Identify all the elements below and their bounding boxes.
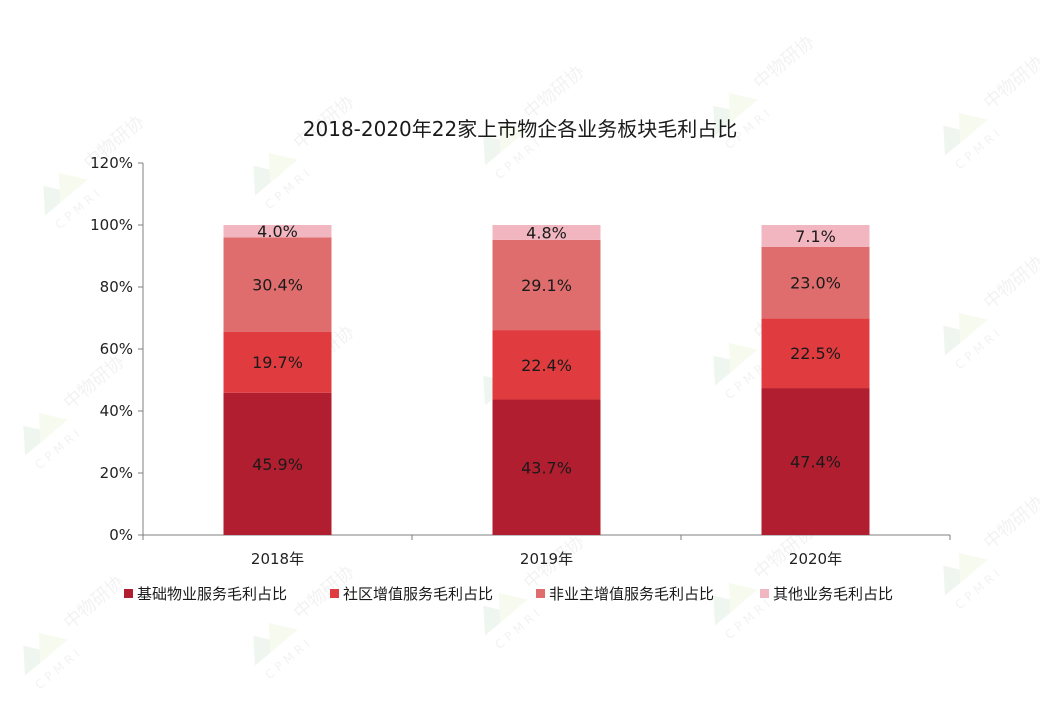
y-tick-label: 20% bbox=[100, 464, 133, 482]
watermark-logo-icon bbox=[483, 605, 513, 636]
bars bbox=[223, 225, 870, 535]
data-label: 4.8% bbox=[526, 223, 567, 242]
legend-swatch bbox=[536, 589, 545, 598]
legend-item: 非业主增值服务毛利占比 bbox=[536, 585, 714, 603]
watermark-logo-icon bbox=[943, 565, 973, 596]
watermark-logo-icon bbox=[958, 552, 988, 583]
legend-swatch bbox=[330, 589, 339, 598]
bar-segment bbox=[761, 247, 870, 319]
legend-label: 其他业务毛利占比 bbox=[773, 585, 893, 603]
bar-segment bbox=[223, 225, 332, 238]
y-tick-label: 100% bbox=[90, 216, 133, 234]
legend-item: 其他业务毛利占比 bbox=[760, 585, 893, 603]
data-label: 22.5% bbox=[790, 344, 841, 363]
legend-item: 基础物业服务毛利占比 bbox=[124, 585, 287, 603]
watermark-text: 中物研协 bbox=[60, 571, 129, 633]
data-label: 4.0% bbox=[257, 222, 298, 241]
watermark-logo-icon bbox=[958, 312, 988, 343]
watermark-logo-icon bbox=[38, 412, 68, 443]
watermark-text: 中物研协 bbox=[750, 31, 819, 93]
watermark-logo-icon bbox=[43, 185, 73, 216]
x-tick-label: 2019年 bbox=[520, 550, 573, 568]
legend-label: 社区增值服务毛利占比 bbox=[343, 585, 493, 603]
legend-swatch bbox=[760, 589, 769, 598]
legend-label: 基础物业服务毛利占比 bbox=[137, 585, 287, 603]
chart-title: 2018-2020年22家上市物企各业务板块毛利占比 bbox=[303, 117, 737, 141]
watermark-logo-icon bbox=[728, 342, 758, 373]
data-label: 43.7% bbox=[521, 458, 572, 477]
data-label: 30.4% bbox=[252, 276, 303, 295]
data-label: 29.1% bbox=[521, 276, 572, 295]
watermark-logo-icon bbox=[498, 592, 528, 623]
watermark-logo-icon bbox=[253, 165, 283, 196]
data-label: 7.1% bbox=[795, 227, 836, 246]
data-label: 45.9% bbox=[252, 455, 303, 474]
data-label: 47.4% bbox=[790, 453, 841, 472]
y-tick-label: 80% bbox=[100, 278, 133, 296]
bar-segment bbox=[223, 237, 332, 332]
bar-segment bbox=[492, 225, 601, 240]
watermark-logo-icon bbox=[958, 112, 988, 143]
watermark-logo-icon bbox=[253, 635, 283, 666]
data-label: 23.0% bbox=[790, 274, 841, 293]
watermark-logo-icon bbox=[713, 355, 743, 386]
bar-segment bbox=[761, 318, 870, 389]
watermark-logo-icon bbox=[943, 125, 973, 156]
watermark-text: 中物研协 bbox=[520, 61, 589, 123]
watermark-logo-icon bbox=[498, 122, 528, 153]
y-tick-label: 40% bbox=[100, 402, 133, 420]
bar-segment bbox=[492, 239, 601, 331]
watermark-logo-icon bbox=[58, 172, 88, 203]
data-labels: 45.9% 19.7% 30.4% 4.0% 43.7% 22.4% 29.1% 4.8% 47… bbox=[252, 222, 841, 477]
watermark-logo-icon bbox=[943, 325, 973, 356]
watermark-logo-icon bbox=[713, 105, 743, 136]
legend-label: 非业主增值服务毛利占比 bbox=[549, 585, 714, 603]
watermark-text: 中物研协 bbox=[980, 51, 1040, 113]
watermark-logo-icon bbox=[268, 622, 298, 653]
watermark-logo-icon bbox=[483, 135, 513, 166]
watermark-logo-icon bbox=[23, 425, 53, 456]
watermark-text: 中物研协 bbox=[980, 491, 1040, 553]
legend-item: 社区增值服务毛利占比 bbox=[330, 585, 493, 603]
watermark-logo-icon bbox=[728, 582, 758, 613]
x-tick-label: 2018年 bbox=[251, 550, 304, 568]
watermark-logo-icon bbox=[713, 595, 743, 626]
x-tick-label: 2020年 bbox=[789, 550, 842, 568]
y-tick-label: 0% bbox=[109, 526, 133, 544]
data-label: 22.4% bbox=[521, 356, 572, 375]
bar-segment bbox=[492, 399, 601, 535]
watermark-logo-icon bbox=[728, 92, 758, 123]
legend-swatch bbox=[124, 589, 133, 598]
y-tick-label: 120% bbox=[90, 154, 133, 172]
watermark-logo-icon bbox=[38, 632, 68, 663]
bar-segment bbox=[761, 388, 870, 535]
watermark-logo-icon bbox=[23, 645, 53, 676]
bar-segment bbox=[492, 330, 601, 400]
bar-segment bbox=[223, 331, 332, 393]
bar-segment bbox=[223, 392, 332, 535]
bar-segment bbox=[761, 225, 870, 248]
watermark-text: 中物研协 bbox=[980, 251, 1040, 313]
y-tick-label: 60% bbox=[100, 340, 133, 358]
watermark-logo-icon bbox=[268, 152, 298, 183]
data-label: 19.7% bbox=[252, 353, 303, 372]
legend: 基础物业服务毛利占比 社区增值服务毛利占比 非业主增值服务毛利占比 其他业务毛利占比 bbox=[124, 585, 893, 603]
